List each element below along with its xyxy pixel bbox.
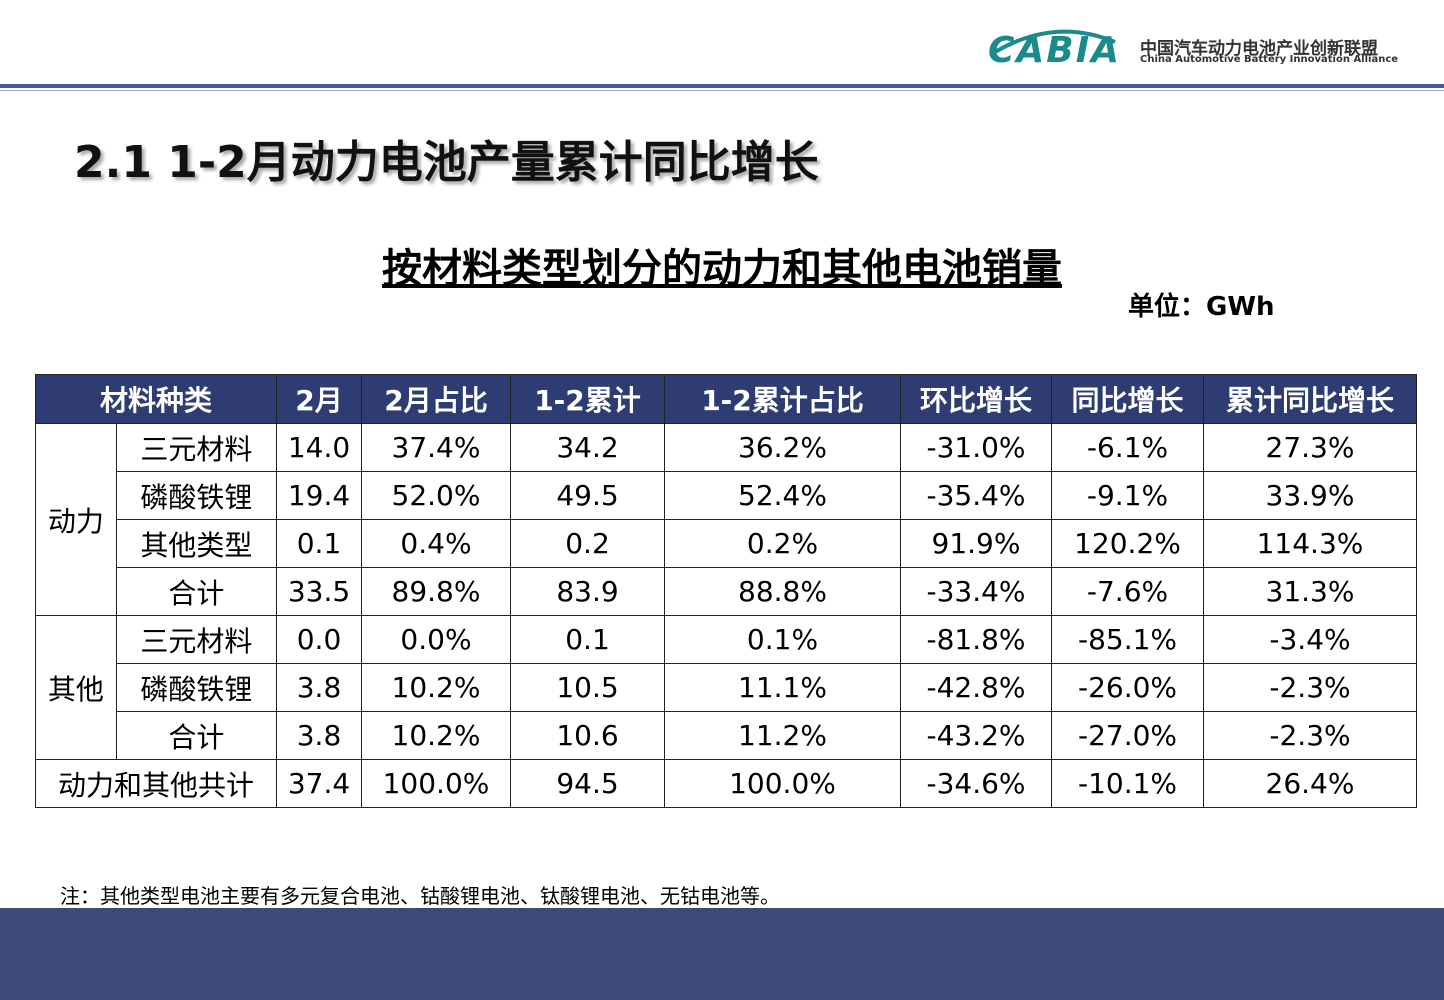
org-name: 中国汽车动力电池产业创新联盟 — [1140, 39, 1378, 59]
cell: 34.2 — [510, 423, 665, 472]
cell: -6.1% — [1051, 423, 1204, 472]
cell: -2.3% — [1203, 663, 1417, 712]
cell: 0.0 — [276, 615, 362, 664]
header-row: 材料种类 2月 2月占比 1-2累计 1-2累计占比 环比增长 同比增长 累计同比增长 — [35, 374, 1417, 424]
org-name-en: China Automotive Battery Innovation Alli… — [1140, 54, 1399, 65]
cell: -26.0% — [1051, 663, 1204, 712]
row-label: 合计 — [115, 711, 278, 760]
cell: 3.8 — [276, 663, 362, 712]
cell: 52.0% — [361, 471, 511, 520]
cell: 31.3% — [1203, 567, 1417, 616]
cell: 0.1% — [664, 615, 901, 664]
group-label: 其他 — [35, 615, 117, 760]
cell: 26.4% — [1203, 759, 1417, 808]
row-label: 合计 — [115, 567, 278, 616]
table-row: 其他 三元材料 0.0 0.0% 0.1 0.1% -81.8% -85.1% -3.4% — [35, 615, 1417, 760]
cell: 11.1% — [664, 663, 901, 712]
cell: -42.8% — [900, 663, 1052, 712]
cell: 10.2% — [361, 663, 511, 712]
cell: 37.4 — [276, 759, 362, 808]
table-row: 其他类型 0.1 0.4% 0.2 0.2% 91.9% 120.2% 114.3% — [36, 519, 1417, 568]
cell: 89.8% — [361, 567, 511, 616]
cell: -7.6% — [1051, 567, 1204, 616]
total-row: 动力和其他共计 37.4 100.0% 94.5 100.0% -34.6% -10.1% 2… — [35, 759, 1417, 808]
row-label: 动力和其他共计 — [35, 759, 277, 808]
header-rule — [0, 90, 1444, 91]
cell: 0.4% — [361, 519, 511, 568]
cell: -81.8% — [900, 615, 1052, 664]
cell: 88.8% — [664, 567, 901, 616]
cell: -10.1% — [1051, 759, 1204, 808]
table-row: 动力 三元材料 14.0 37.4% 34.2 36.2% -31.0% -6.1% 27.3% — [35, 423, 1417, 616]
column-header: 累计同比增长 — [1203, 374, 1417, 424]
slide-title: 2.1 1-2月动力电池产量累计同比增长 — [74, 137, 819, 188]
cell: 52.4% — [664, 471, 901, 520]
column-header: 2月占比 — [361, 374, 511, 424]
cell: 83.9 — [510, 567, 665, 616]
footer-band — [0, 908, 1444, 1000]
cell: 10.6 — [510, 711, 665, 760]
unit: 单位：GWh — [1128, 292, 1275, 322]
row-label: 三元材料 — [115, 423, 278, 472]
cell: 0.1 — [276, 519, 362, 568]
cell: 10.5 — [510, 663, 665, 712]
cell: -33.4% — [900, 567, 1052, 616]
cell: 33.9% — [1203, 471, 1417, 520]
note: 注：其他类型电池主要有多元复合电池、钴酸锂电池、钛酸锂电池、无钴电池等。 — [60, 884, 780, 908]
cell: 91.9% — [900, 519, 1052, 568]
cell: 0.2 — [510, 519, 665, 568]
cell: -85.1% — [1051, 615, 1204, 664]
table-row: 合计 33.5 89.8% 83.9 88.8% -33.4% -7.6% 31.3% — [36, 567, 1417, 616]
table-row: 磷酸铁锂 3.8 10.2% 10.5 11.1% -42.8% -26.0% -2.3% — [36, 663, 1417, 712]
data-table: 材料种类 2月 2月占比 1-2累计 1-2累计占比 环比增长 同比增长 累计同比增长 动力 三元… — [35, 374, 1417, 808]
cell: -34.6% — [900, 759, 1052, 808]
cell: 27.3% — [1203, 423, 1417, 472]
cell: 114.3% — [1203, 519, 1417, 568]
logo: CABIA — [988, 30, 1121, 71]
row-label: 磷酸铁锂 — [115, 471, 278, 520]
cell: 0.2% — [664, 519, 901, 568]
table-row: 合计 3.8 10.2% 10.6 11.2% -43.2% -27.0% -2.3% — [36, 711, 1417, 760]
cell: 33.5 — [276, 567, 362, 616]
cell: 120.2% — [1051, 519, 1204, 568]
cell: -27.0% — [1051, 711, 1204, 760]
cell: 100.0% — [664, 759, 901, 808]
column-header: 2月 — [276, 374, 362, 424]
cell: 0.1 — [510, 615, 665, 664]
column-header: 1-2累计占比 — [664, 374, 901, 424]
table-row: 磷酸铁锂 19.4 52.0% 49.5 52.4% -35.4% -9.1% 33.9% — [36, 471, 1417, 520]
cell: 3.8 — [276, 711, 362, 760]
group-label: 动力 — [35, 423, 117, 616]
cell: -31.0% — [900, 423, 1052, 472]
cell: 36.2% — [664, 423, 901, 472]
table-title: 按材料类型划分的动力和其他电池销量 — [382, 246, 1062, 292]
cell: 10.2% — [361, 711, 511, 760]
cell: 100.0% — [361, 759, 511, 808]
cell: -43.2% — [900, 711, 1052, 760]
row-label: 其他类型 — [115, 519, 278, 568]
cell: 19.4 — [276, 471, 362, 520]
cell: 14.0 — [276, 423, 362, 472]
cell: 0.0% — [361, 615, 511, 664]
column-header: 材料种类 — [35, 374, 277, 424]
column-header: 1-2累计 — [510, 374, 665, 424]
cell: 37.4% — [361, 423, 511, 472]
cell: -3.4% — [1203, 615, 1417, 664]
cell: -2.3% — [1203, 711, 1417, 760]
cell: -35.4% — [900, 471, 1052, 520]
row-label: 三元材料 — [115, 615, 278, 664]
header-rule — [0, 84, 1444, 88]
cell: 11.2% — [664, 711, 901, 760]
column-header: 同比增长 — [1051, 374, 1204, 424]
row-label: 磷酸铁锂 — [115, 663, 278, 712]
cell: -9.1% — [1051, 471, 1204, 520]
column-header: 环比增长 — [900, 374, 1052, 424]
cell: 49.5 — [510, 471, 665, 520]
cell: 94.5 — [510, 759, 665, 808]
logo-swoosh — [993, 29, 1116, 54]
